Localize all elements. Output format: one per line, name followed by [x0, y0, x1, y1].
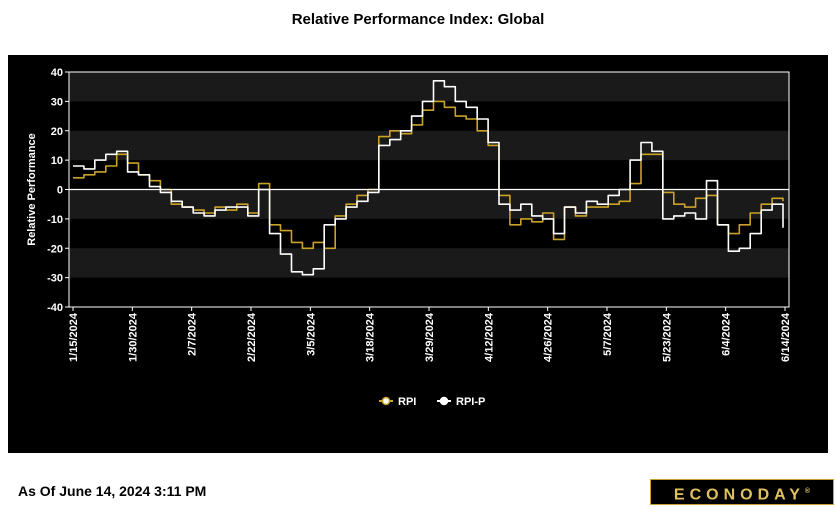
econoday-logo: ECONODAY®	[650, 479, 834, 505]
y-axis-label: Relative Performance	[26, 133, 38, 246]
x-tick-label: 3/5/2024	[305, 312, 317, 356]
series-line-rpi	[73, 100, 784, 250]
legend-marker	[381, 396, 391, 406]
chart-svg: 40 30 20 10 0 -10 -20 -30 -40 Relative Performanc…	[26, 67, 792, 408]
grid-band	[69, 72, 789, 102]
x-tick-label: 2/22/2024	[246, 312, 258, 362]
y-tick-label: -30	[47, 273, 63, 285]
x-tick-label: 3/18/2024	[365, 312, 377, 362]
x-tick-label: 5/23/2024	[661, 312, 673, 362]
y-tick-label: 30	[51, 96, 63, 108]
y-tick-label: -10	[47, 214, 63, 226]
y-tick-label: -20	[47, 243, 63, 255]
x-tick-label: 1/15/2024	[68, 312, 80, 362]
x-tick-label: 5/7/2024	[602, 312, 614, 356]
y-tick-label: 20	[51, 126, 63, 138]
grid-band	[69, 130, 789, 161]
legend-marker	[439, 396, 449, 406]
as-of-timestamp: As Of June 14, 2024 3:11 PM	[18, 483, 207, 499]
legend-label: RPI	[398, 396, 416, 408]
x-tick-label: 4/12/2024	[483, 312, 495, 362]
x-tick-label: 3/29/2024	[424, 312, 436, 362]
x-tick-label: 6/14/2024	[780, 312, 792, 362]
chart-title: Relative Performance Index: Global	[291, 11, 545, 28]
legend-label: RPI-P	[456, 396, 485, 408]
y-tick-label: -40	[47, 302, 63, 314]
chart-panel: 40 30 20 10 0 -10 -20 -30 -40 Relative Performanc…	[8, 55, 834, 505]
grid-band	[69, 189, 789, 219]
y-tick-label: 40	[51, 67, 63, 79]
x-tick-label: 4/26/2024	[543, 312, 555, 362]
x-tick-label: 2/7/2024	[187, 312, 199, 356]
y-tick-label: 10	[51, 155, 63, 167]
grid-band	[69, 248, 789, 278]
x-tick-label: 6/4/2024	[721, 312, 733, 356]
x-tick-label: 1/30/2024	[127, 312, 139, 362]
series-line-rpi-p	[73, 80, 784, 276]
y-tick-label: 0	[57, 185, 63, 197]
